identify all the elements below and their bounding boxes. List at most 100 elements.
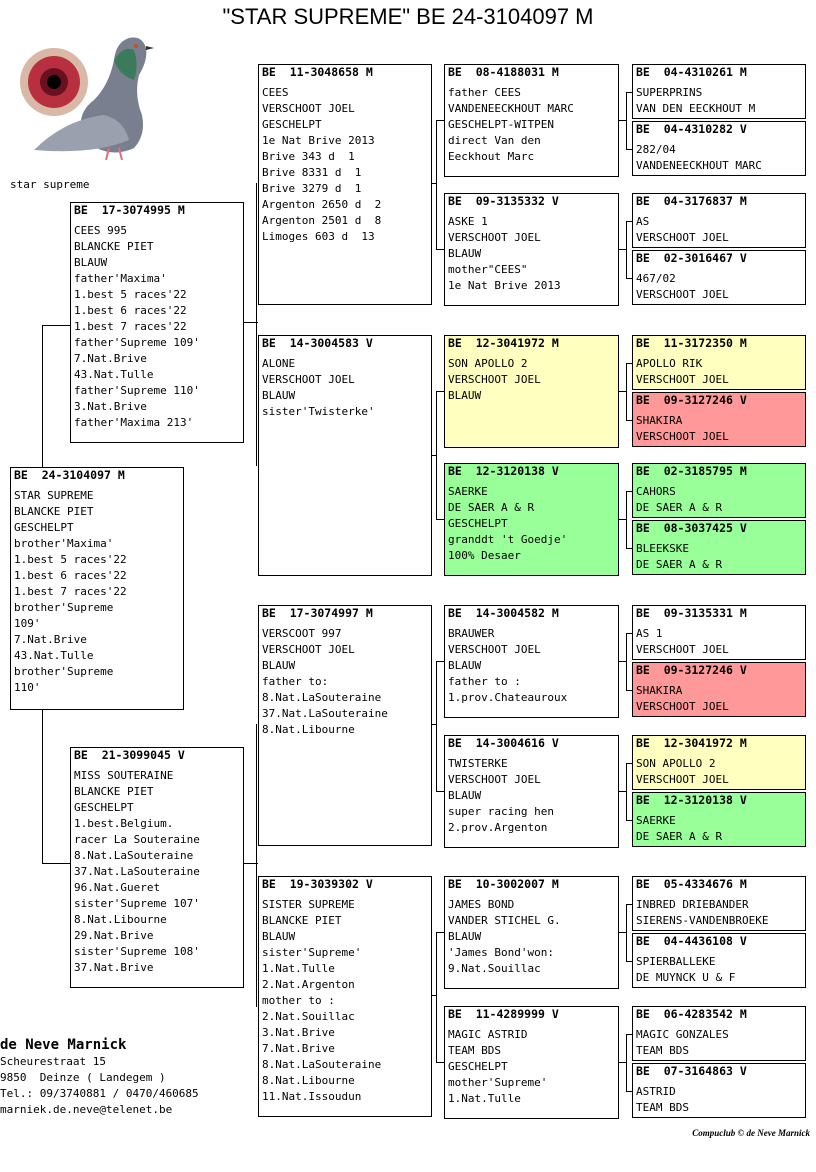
ring-number: BE 05-4334676 M bbox=[636, 877, 747, 891]
bird-info-line: sister'Supreme' bbox=[262, 946, 362, 959]
bird-info-line: 2.Nat.Argenton bbox=[262, 978, 355, 991]
connector-line bbox=[626, 363, 627, 420]
bird-info-line: VERSCHOOT JOEL bbox=[636, 288, 729, 301]
bird-info-line: GESCHELPT bbox=[14, 521, 74, 534]
connector-line bbox=[436, 661, 437, 791]
connector-line bbox=[626, 491, 627, 548]
ancestor-box: BE 09-3135331 M AS 1 VERSCHOOT JOEL bbox=[632, 605, 806, 660]
connector-line bbox=[626, 633, 627, 690]
sire-box: BE 17-3074995 M CEES 995 BLANCKE PIET BLAUW… bbox=[70, 202, 244, 443]
bird-info-line: TEAM BDS bbox=[636, 1101, 689, 1114]
bird-info-line: 37.Nat.LaSouteraine bbox=[74, 865, 200, 878]
ancestor-box: BE 11-3172350 M APOLLO RIK VERSCHOOT JOEL bbox=[632, 335, 806, 390]
bird-info-line: SISTER SUPREME bbox=[262, 898, 355, 911]
bird-info-line: VERSCHOOT JOEL bbox=[262, 102, 355, 115]
bird-info-line: super racing hen bbox=[448, 805, 554, 818]
bird-info-line: 1.best 5 races'22 bbox=[14, 553, 127, 566]
connector-line bbox=[436, 661, 444, 662]
connector-line bbox=[626, 548, 632, 549]
connector-line bbox=[619, 249, 626, 250]
connector-line bbox=[436, 1062, 444, 1063]
bird-info-line: brother'Maxima' bbox=[14, 537, 114, 550]
bird-info-line: CEES bbox=[262, 86, 289, 99]
bird-info-line: VERSCHOOT JOEL bbox=[636, 231, 729, 244]
owner-phone: Tel.: 09/3740881 / 0470/460685 bbox=[0, 1087, 199, 1100]
grandsire-maternal-box: BE 17-3074997 M VERSCOOT 997 VERSCHOOT JOE… bbox=[258, 605, 432, 846]
bird-info-line: VERSCHOOT JOEL bbox=[636, 773, 729, 786]
ring-number: BE 24-3104097 M bbox=[14, 468, 125, 482]
bird-info-line: 1.best 5 races'22 bbox=[74, 288, 187, 301]
great-grandparent-box: BE 14-3004616 V TWISTERKE VERSCHOOT JOEL BL… bbox=[444, 735, 619, 848]
bird-info-line: ASKE 1 bbox=[448, 215, 488, 228]
owner-info: de Neve Marnick Scheurestraat 15 9850 De… bbox=[0, 1036, 199, 1118]
connector-line bbox=[626, 1034, 627, 1091]
bird-info-line: BLANCKE PIET bbox=[262, 914, 342, 927]
bird-info-line: direct Van den bbox=[448, 134, 541, 147]
ring-number: BE 11-3048658 M bbox=[262, 65, 373, 79]
connector-line bbox=[436, 932, 437, 1062]
connector-line bbox=[626, 1034, 632, 1035]
connector-line bbox=[436, 519, 444, 520]
bird-info-line: 1.best 6 races'22 bbox=[14, 569, 127, 582]
bird-info-line: 1.best 7 races'22 bbox=[14, 585, 127, 598]
bird-info-line: VERSCHOOT JOEL bbox=[448, 643, 541, 656]
bird-info-line: GESCHELPT bbox=[448, 1060, 508, 1073]
ring-number: BE 14-3004582 M bbox=[448, 606, 559, 620]
bird-info-line: 'James Bond'won: bbox=[448, 946, 554, 959]
bird-info-line: BLAUW bbox=[262, 930, 296, 943]
bird-info-line: JAMES BOND bbox=[448, 898, 515, 911]
bird-info-line: BLAUW bbox=[262, 389, 296, 402]
ring-number: BE 08-4188031 M bbox=[448, 65, 559, 79]
bird-info-line: TEAM BDS bbox=[448, 1044, 501, 1057]
bird-info-line: 43.Nat.Tulle bbox=[14, 649, 94, 662]
ring-number: BE 17-3074995 M bbox=[74, 203, 185, 217]
connector-line bbox=[619, 391, 626, 392]
connector-line bbox=[626, 633, 632, 634]
bird-info-line: SON APOLLO 2 bbox=[448, 357, 528, 370]
ancestor-box: BE 07-3164863 V ASTRID TEAM BDS bbox=[632, 1063, 806, 1118]
bird-info-line: 3.Nat.Brive bbox=[262, 1026, 335, 1039]
ancestor-box: BE 04-4310261 M SUPERPRINS VAN DEN EECKHOU… bbox=[632, 64, 806, 119]
ancestor-box: BE 04-3176837 M AS VERSCHOOT JOEL bbox=[632, 193, 806, 248]
bird-info-line: 8.Nat.Libourne bbox=[262, 723, 355, 736]
connector-line bbox=[626, 221, 627, 278]
ancestor-box: BE 08-3037425 V BLEEKSKE DE SAER A & R bbox=[632, 520, 806, 575]
bird-info-line: racer La Souteraine bbox=[74, 833, 200, 846]
bird-info-line: SPIERBALLEKE bbox=[636, 955, 716, 968]
connector-line bbox=[436, 391, 437, 519]
connector-line bbox=[626, 904, 632, 905]
bird-info-line: INBRED DRIEBANDER bbox=[636, 898, 749, 911]
bird-info-line: DE SAER A & R bbox=[636, 501, 723, 514]
bird-info-line: AS bbox=[636, 215, 650, 228]
grandsire-paternal-box: BE 11-3048658 M CEES VERSCHOOT JOEL GESCHEL… bbox=[258, 64, 432, 305]
connector-line bbox=[626, 149, 632, 150]
connector-line bbox=[619, 519, 626, 520]
connector-line bbox=[626, 92, 632, 93]
bird-info-line: VERSCOOT 997 bbox=[262, 627, 342, 640]
bird-info-line: Argenton 2501 d 8 bbox=[262, 214, 382, 227]
bird-info-line: MISS SOUTERAINE bbox=[74, 769, 174, 782]
dam-box: BE 21-3099045 V MISS SOUTERAINE BLANCKE PI… bbox=[70, 747, 244, 988]
bird-info-line: VERSCHOOT JOEL bbox=[636, 430, 729, 443]
bird-info-line: granddt 't Goedje' bbox=[448, 533, 568, 546]
bird-info-line: sister'Supreme 108' bbox=[74, 945, 200, 958]
bird-info-line: 109' bbox=[14, 617, 41, 630]
bird-info-line: SON APOLLO 2 bbox=[636, 757, 716, 770]
bird-info-line: APOLLO RIK bbox=[636, 357, 703, 370]
ring-number: BE 10-3002007 M bbox=[448, 877, 559, 891]
ancestor-box: BE 09-3127246 V SHAKIRA VERSCHOOT JOEL bbox=[632, 392, 806, 447]
connector-line bbox=[256, 724, 257, 1007]
ring-number: BE 09-3127246 V bbox=[636, 663, 747, 677]
ancestor-box: BE 06-4283542 M MAGIC GONZALES TEAM BDS bbox=[632, 1006, 806, 1061]
bird-info-line: father to: bbox=[262, 675, 329, 688]
bird-info-line: sister'Twisterke' bbox=[262, 405, 375, 418]
connector-line bbox=[626, 221, 632, 222]
bird-info-line: father CEES bbox=[448, 86, 521, 99]
bird-info-line: STAR SUPREME bbox=[14, 489, 94, 502]
ring-number: BE 02-3016467 V bbox=[636, 251, 747, 265]
bird-info-line: CAHORS bbox=[636, 485, 676, 498]
bird-info-line: BLAUW bbox=[448, 930, 482, 943]
bird-info-line: 2.prov.Argenton bbox=[448, 821, 548, 834]
bird-info-line: VERSCHOOT JOEL bbox=[262, 373, 355, 386]
bird-info-line: BLAUW bbox=[448, 659, 482, 672]
